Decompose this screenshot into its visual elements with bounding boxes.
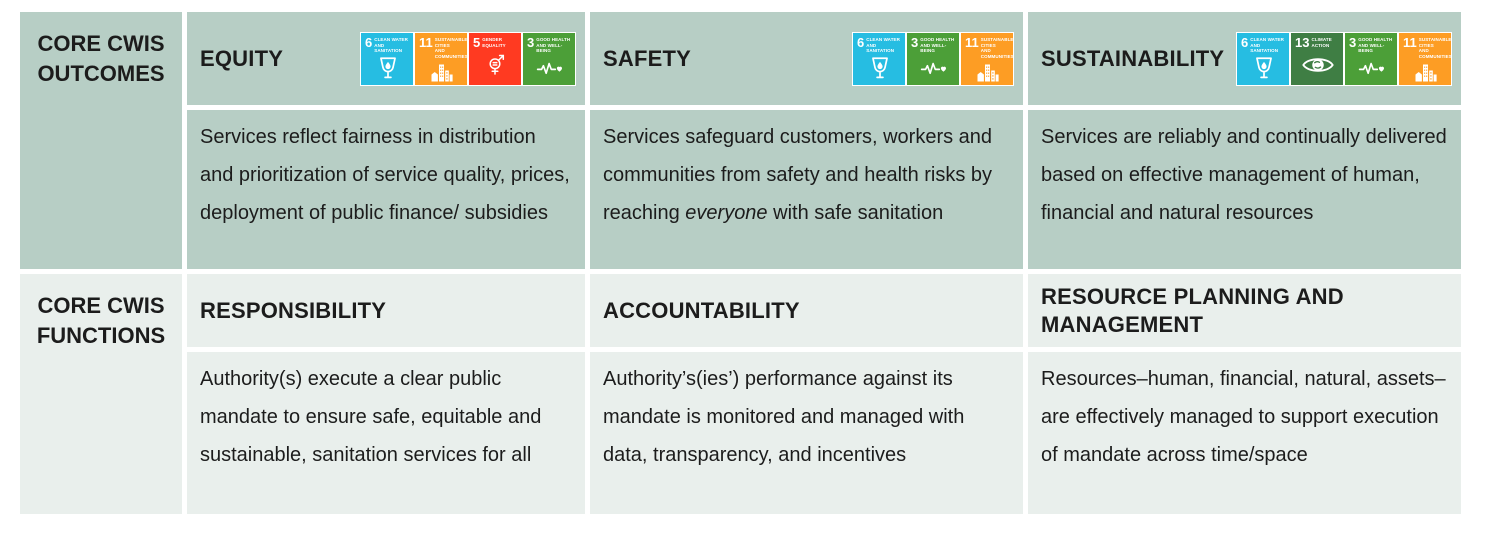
safety-sdg-strip: 6 CLEAN WATER AND SANITATION 3 GOOD HEALTH AN… <box>852 31 1014 86</box>
accountability-title: ACCOUNTABILITY <box>603 297 800 323</box>
sdg-5-tile: 5 GENDER EQUALITY <box>468 31 522 86</box>
sdg-6-head: 6 CLEAN WATER AND SANITATION <box>1241 36 1287 54</box>
sdg-11-head: 11 SUSTAINABLE CITIES AND COMMUNITIES <box>419 34 468 60</box>
sdg-6-number: 6 <box>857 34 865 50</box>
sdg-13-head: 13 CLIMATE ACTION <box>1295 36 1341 49</box>
row-header-core-cwis-outcomes: CORE CWIS OUTCOMES <box>20 12 182 269</box>
safety-description: Services safeguard customers, workers an… <box>590 110 1023 269</box>
sdg-11-label: SUSTAINABLE CITIES AND COMMUNITIES <box>434 37 468 59</box>
sdg-11-number: 11 <box>1403 34 1417 50</box>
sdg-6-number: 6 <box>1241 34 1249 50</box>
sdg-3-number: 3 <box>911 34 919 50</box>
row-header-functions-label: CORE CWIS FUNCTIONS <box>36 293 166 348</box>
sustainability-sdg-strip: 6 CLEAN WATER AND SANITATION 13 CLIMATE ACTIO… <box>1236 31 1452 86</box>
ecg-heart-icon <box>527 54 573 82</box>
sdg-11-number: 11 <box>965 34 979 50</box>
equity-sdg-strip: 6 CLEAN WATER AND SANITATION 11 SUSTAINABLE … <box>360 31 576 86</box>
sdg-11-label: SUSTAINABLE CITIES AND COMMUNITIES <box>980 37 1014 59</box>
sdg-5-head: 5 GENDER EQUALITY <box>473 36 519 49</box>
sdg-11-tile: 11 SUSTAINABLE CITIES AND COMMUNITIES <box>960 31 1014 86</box>
sdg-11-tile: 11 SUSTAINABLE CITIES AND COMMUNITIES <box>1398 31 1452 86</box>
resource-planning-title: RESOURCE PLANNING AND MANAGEMENT <box>1041 284 1344 337</box>
sdg-3-label: GOOD HEALTH AND WELL-BEING <box>536 37 571 54</box>
row-header-outcomes-label: CORE CWIS OUTCOMES <box>37 31 165 86</box>
sustainability-description-text: Services are reliably and continually de… <box>1041 126 1447 224</box>
sdg-3-head: 3 GOOD HEALTH AND WELL-BEING <box>527 36 573 54</box>
safety-description-text-italic: everyone <box>685 202 768 224</box>
sdg-3-tile: 3 GOOD HEALTH AND WELL-BEING <box>522 31 576 86</box>
sdg-11-head: 11 SUSTAINABLE CITIES AND COMMUNITIES <box>965 34 1014 60</box>
sdg-3-head: 3 GOOD HEALTH AND WELL-BEING <box>1349 36 1395 54</box>
sdg-6-head: 6 CLEAN WATER AND SANITATION <box>365 36 411 54</box>
sdg-5-label: GENDER EQUALITY <box>482 37 506 48</box>
water-glass-icon <box>857 54 903 82</box>
gender-equality-icon <box>473 49 519 82</box>
city-buildings-icon <box>965 60 1011 84</box>
safety-description-text-after: with safe sanitation <box>767 202 944 224</box>
sustainability-description: Services are reliably and continually de… <box>1028 110 1461 269</box>
sdg-13-number: 13 <box>1295 34 1310 50</box>
responsibility-description-text: Authority(s) execute a clear public mand… <box>200 368 542 466</box>
sustainability-title: SUSTAINABILITY <box>1041 45 1225 71</box>
sdg-5-number: 5 <box>473 34 481 50</box>
eye-globe-icon <box>1295 49 1341 82</box>
ecg-heart-icon <box>1349 54 1395 82</box>
cwis-framework-table: CORE CWIS OUTCOMES EQUITY 6 CLEAN WATER AN… <box>20 12 1466 514</box>
city-buildings-icon <box>419 60 465 84</box>
sustainability-title-cell: SUSTAINABILITY 6 CLEAN WATER AND SANITATIO… <box>1028 12 1461 105</box>
sdg-6-tile: 6 CLEAN WATER AND SANITATION <box>360 31 414 86</box>
resource-planning-description: Resources–human, financial, natural, ass… <box>1028 352 1461 514</box>
sdg-6-label: CLEAN WATER AND SANITATION <box>866 37 900 54</box>
equity-title: EQUITY <box>200 45 284 71</box>
sdg-11-head: 11 SUSTAINABLE CITIES AND COMMUNITIES <box>1403 34 1452 60</box>
sdg-6-tile: 6 CLEAN WATER AND SANITATION <box>852 31 906 86</box>
sdg-13-tile: 13 CLIMATE ACTION <box>1290 31 1344 86</box>
safety-title: SAFETY <box>603 45 691 71</box>
accountability-description-text: Authority’s(ies’) performance against it… <box>603 368 965 466</box>
accountability-title-cell: ACCOUNTABILITY <box>590 274 1023 347</box>
sdg-11-tile: 11 SUSTAINABLE CITIES AND COMMUNITIES <box>414 31 468 86</box>
sdg-3-label: GOOD HEALTH AND WELL-BEING <box>920 37 955 54</box>
sdg-11-label: SUSTAINABLE CITIES AND COMMUNITIES <box>1418 37 1452 59</box>
responsibility-description: Authority(s) execute a clear public mand… <box>187 352 585 514</box>
equity-description-text: Services reflect fairness in distributio… <box>200 126 570 224</box>
responsibility-title-cell: RESPONSIBILITY <box>187 274 585 347</box>
city-buildings-icon <box>1403 60 1449 84</box>
sdg-6-head: 6 CLEAN WATER AND SANITATION <box>857 36 903 54</box>
sdg-13-label: CLIMATE ACTION <box>1311 37 1332 48</box>
sdg-3-tile: 3 GOOD HEALTH AND WELL-BEING <box>906 31 960 86</box>
sdg-6-tile: 6 CLEAN WATER AND SANITATION <box>1236 31 1290 86</box>
sdg-3-number: 3 <box>1349 34 1357 50</box>
resource-planning-description-text: Resources–human, financial, natural, ass… <box>1041 368 1446 466</box>
equity-title-cell: EQUITY 6 CLEAN WATER AND SANITATION 11 SUSTA… <box>187 12 585 105</box>
sdg-6-number: 6 <box>365 34 373 50</box>
row-header-core-cwis-functions: CORE CWIS FUNCTIONS <box>20 274 182 514</box>
sdg-3-head: 3 GOOD HEALTH AND WELL-BEING <box>911 36 957 54</box>
safety-description-text-before: Services safeguard customers, workers an… <box>603 126 993 224</box>
responsibility-title: RESPONSIBILITY <box>200 297 387 323</box>
water-glass-icon <box>1241 54 1287 82</box>
sdg-6-label: CLEAN WATER AND SANITATION <box>374 37 408 54</box>
safety-title-cell: SAFETY 6 CLEAN WATER AND SANITATION 3 GOOD H… <box>590 12 1023 105</box>
sdg-6-label: CLEAN WATER AND SANITATION <box>1250 37 1284 54</box>
water-glass-icon <box>365 54 411 82</box>
ecg-heart-icon <box>911 54 957 82</box>
sdg-3-tile: 3 GOOD HEALTH AND WELL-BEING <box>1344 31 1398 86</box>
sdg-11-number: 11 <box>419 34 433 50</box>
accountability-description: Authority’s(ies’) performance against it… <box>590 352 1023 514</box>
equity-description: Services reflect fairness in distributio… <box>187 110 585 269</box>
resource-planning-title-cell: RESOURCE PLANNING AND MANAGEMENT <box>1028 274 1461 347</box>
sdg-3-number: 3 <box>527 34 535 50</box>
sdg-3-label: GOOD HEALTH AND WELL-BEING <box>1358 37 1393 54</box>
